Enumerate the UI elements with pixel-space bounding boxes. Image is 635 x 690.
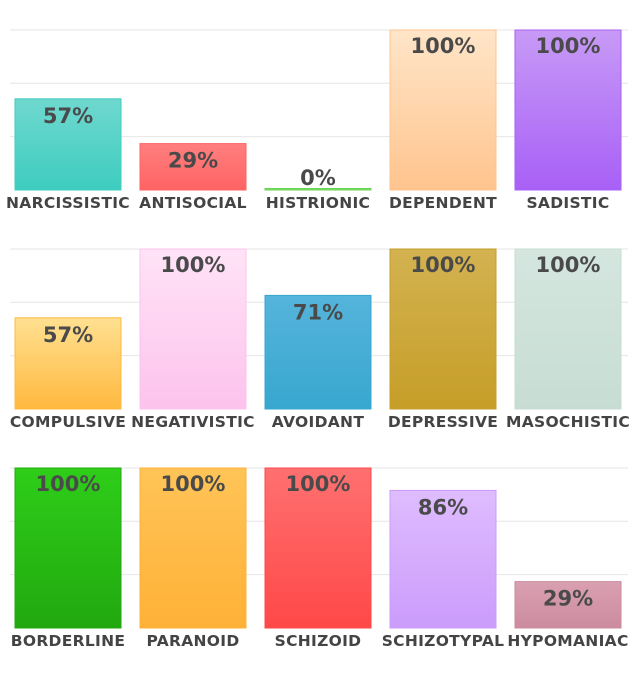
- bar-dependent: [389, 29, 497, 191]
- value-label-schizotypal: 86%: [418, 495, 468, 519]
- bar-histrionic: [264, 188, 372, 191]
- value-label-histrionic: 0%: [300, 166, 336, 190]
- bar-negativistic: [139, 248, 247, 410]
- value-label-negativistic: 100%: [161, 253, 226, 277]
- category-label-histrionic: HISTRIONIC: [266, 194, 370, 212]
- bar-masochistic: [514, 248, 622, 410]
- category-label-schizotypal: SCHIZOTYPAL: [382, 632, 505, 650]
- value-label-schizoid: 100%: [286, 472, 351, 496]
- category-label-paranoid: PARANOID: [146, 632, 239, 650]
- chart-row-1: 57% NARCISSISTIC 29% ANTISOCIAL 0% HISTRIONIC…: [6, 29, 628, 212]
- category-label-antisocial: ANTISOCIAL: [139, 194, 247, 212]
- value-label-compulsive: 57%: [43, 323, 93, 347]
- chart-row-3: 100% BORDERLINE 100% PARANOID 100% SCHIZOID 86…: [10, 467, 628, 650]
- bar-borderline: [14, 467, 122, 629]
- value-label-paranoid: 100%: [161, 472, 226, 496]
- bar-sadistic: [514, 29, 622, 191]
- chart-row-2: 57% COMPULSIVE 100% NEGATIVISTIC 71% AVOIDANT…: [10, 248, 630, 431]
- category-label-schizoid: SCHIZOID: [275, 632, 362, 650]
- category-label-masochistic: MASOCHISTIC: [506, 413, 630, 431]
- bar-hypomaniac: [514, 581, 622, 629]
- value-label-borderline: 100%: [36, 472, 101, 496]
- value-label-avoidant: 71%: [293, 300, 343, 324]
- value-label-dependent: 100%: [411, 34, 476, 58]
- category-label-compulsive: COMPULSIVE: [10, 413, 126, 431]
- category-label-negativistic: NEGATIVISTIC: [131, 413, 255, 431]
- value-label-sadistic: 100%: [536, 34, 601, 58]
- category-label-borderline: BORDERLINE: [11, 632, 126, 650]
- bar-antisocial: [139, 143, 247, 191]
- bar-paranoid: [139, 467, 247, 629]
- category-label-sadistic: SADISTIC: [526, 194, 609, 212]
- category-label-hypomaniac: HYPOMANIAC: [507, 632, 628, 650]
- category-label-narcissistic: NARCISSISTIC: [6, 194, 130, 212]
- category-label-depressive: DEPRESSIVE: [388, 413, 498, 431]
- value-label-hypomaniac: 29%: [543, 587, 593, 611]
- value-label-narcissistic: 57%: [43, 104, 93, 128]
- value-label-depressive: 100%: [411, 253, 476, 277]
- bar-compulsive: [14, 317, 122, 410]
- value-label-masochistic: 100%: [536, 253, 601, 277]
- category-label-avoidant: AVOIDANT: [272, 413, 365, 431]
- bar-schizotypal: [389, 489, 497, 629]
- category-label-dependent: DEPENDENT: [389, 194, 497, 212]
- bar-schizoid: [264, 467, 372, 629]
- bar-depressive: [389, 248, 497, 410]
- value-label-antisocial: 29%: [168, 149, 218, 173]
- bar-avoidant: [264, 294, 372, 410]
- bar-narcissistic: [14, 98, 122, 191]
